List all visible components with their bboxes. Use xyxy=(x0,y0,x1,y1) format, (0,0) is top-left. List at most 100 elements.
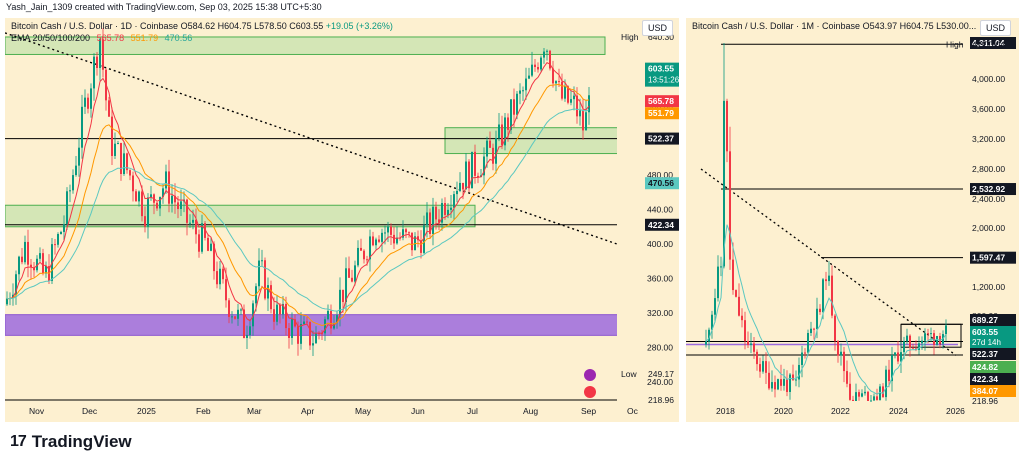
candle-body xyxy=(6,298,8,305)
candle-body xyxy=(189,222,191,224)
monthly-current-price: 603.55 xyxy=(972,327,998,337)
monthly-candle-body xyxy=(771,382,773,389)
monthly-candle-body xyxy=(822,279,824,313)
monthly-chart-canvas[interactable]: 4,311.04 4,000.00 3,600.00 3,200.00 2,800.00… xyxy=(686,18,1019,422)
date-tick-label: Mar xyxy=(247,406,262,416)
monthly-candle-body xyxy=(858,392,860,397)
currency-label[interactable]: USD xyxy=(642,20,674,36)
price-tick-label: 440.00 xyxy=(647,205,673,215)
monthly-level-1597-tag-bg xyxy=(970,251,1016,264)
candle-body xyxy=(264,260,266,299)
monthly-candle-body xyxy=(870,400,872,402)
high-value: 640.30 xyxy=(648,32,674,42)
candle-body xyxy=(120,143,122,174)
candle-body xyxy=(195,219,197,235)
candle-body xyxy=(39,253,41,259)
date-tick-label: Oc xyxy=(627,406,639,416)
monthly-candle-body xyxy=(780,379,782,386)
candle-body xyxy=(78,147,80,166)
candle-body xyxy=(69,190,71,192)
candle-body xyxy=(405,229,407,233)
monthly-candle-body xyxy=(885,369,887,398)
candle-body xyxy=(228,300,230,317)
candle-body xyxy=(132,175,134,192)
candle-body xyxy=(363,250,365,260)
candle-body xyxy=(243,309,245,338)
monthly-price-tick-label: 2,000.00 xyxy=(972,223,1005,233)
monthly-candle-body xyxy=(717,266,719,299)
candle-body xyxy=(525,78,527,91)
candle-body xyxy=(540,57,542,70)
candle-body xyxy=(549,50,551,69)
candle-body xyxy=(165,171,167,189)
monthly-candle-body xyxy=(945,325,947,335)
candle-body xyxy=(303,321,305,325)
monthly-candle-body xyxy=(750,343,752,345)
candle-body xyxy=(342,289,344,303)
resistance-zone-top xyxy=(5,36,606,55)
monthly-candle-body xyxy=(804,352,806,354)
monthly-date-tick-label: 2022 xyxy=(831,406,850,416)
daily-chart-canvas[interactable]: 600.00560.00520.00480.00440.00400.00360.… xyxy=(5,18,679,422)
candle-body xyxy=(192,219,194,223)
candle-body xyxy=(402,229,404,238)
level-522-tag: 522.37 xyxy=(648,134,674,144)
candle-body xyxy=(138,191,140,202)
candle-body xyxy=(261,260,263,262)
monthly-candle-body xyxy=(873,396,875,401)
ohlc-low: L578.50 xyxy=(254,21,287,31)
candle-body xyxy=(489,140,491,148)
candle-body xyxy=(309,321,311,346)
monthly-chart-panel[interactable]: 4,311.04 4,000.00 3,600.00 3,200.00 2,800.00… xyxy=(686,18,1019,422)
monthly-candle-body xyxy=(855,392,857,401)
monthly-date-tick-label: 2018 xyxy=(716,406,735,416)
monthly-date-tick-label: 2026 xyxy=(946,406,965,416)
lightning-event-icon xyxy=(584,369,596,381)
candle-body xyxy=(384,232,386,234)
candle-body xyxy=(369,236,371,260)
candle-body xyxy=(273,309,275,322)
candle-body xyxy=(570,99,572,103)
monthly-candle-body xyxy=(891,355,893,382)
monthly-candle-body xyxy=(783,378,785,386)
candle-body xyxy=(438,219,440,223)
candle-body xyxy=(234,316,236,319)
candle-body xyxy=(180,201,182,210)
ohlc-change: +19.05 (+3.26%) xyxy=(325,21,393,31)
monthly-candle-body xyxy=(708,329,710,342)
candle-body xyxy=(585,112,587,131)
candle-body xyxy=(387,226,389,233)
candle-body xyxy=(390,226,392,235)
candle-body xyxy=(465,161,467,190)
candle-body xyxy=(207,237,209,251)
candle-body xyxy=(267,285,269,299)
support-zone-recent xyxy=(444,127,624,155)
monthly-candle-body xyxy=(795,379,797,381)
candle-body xyxy=(420,240,422,253)
candle-body xyxy=(366,259,368,261)
monthly-candle-body xyxy=(801,352,803,365)
candle-body xyxy=(516,93,518,115)
monthly-level-424-tag-bg xyxy=(970,361,1016,373)
ema100-line xyxy=(6,108,590,312)
monthly-date-tick-label: 2020 xyxy=(774,406,793,416)
date-tick-label: 2025 xyxy=(137,406,156,416)
tradingview-brand[interactable]: 17 TradingView xyxy=(10,432,132,452)
candle-body xyxy=(21,256,23,263)
date-tick-label: Apr xyxy=(301,406,314,416)
candle-body xyxy=(24,241,26,263)
monthly-candle-body xyxy=(744,320,746,341)
monthly-candle-body xyxy=(789,374,791,392)
daily-chart-panel[interactable]: 600.00560.00520.00480.00440.00400.00360.… xyxy=(5,18,679,422)
price-tick-label: 280.00 xyxy=(647,342,673,352)
monthly-candle-body xyxy=(849,383,851,400)
monthly-candle-body xyxy=(726,100,728,152)
monthly-currency-label[interactable]: USD xyxy=(980,20,1012,36)
monthly-candle-body xyxy=(720,266,722,268)
candle-body xyxy=(216,271,218,285)
candle-body xyxy=(528,75,530,79)
ema-label: EMA 20/50/100/200 xyxy=(11,33,91,43)
candle-body xyxy=(372,236,374,246)
monthly-candle-body xyxy=(894,352,896,356)
candle-body xyxy=(513,99,515,115)
